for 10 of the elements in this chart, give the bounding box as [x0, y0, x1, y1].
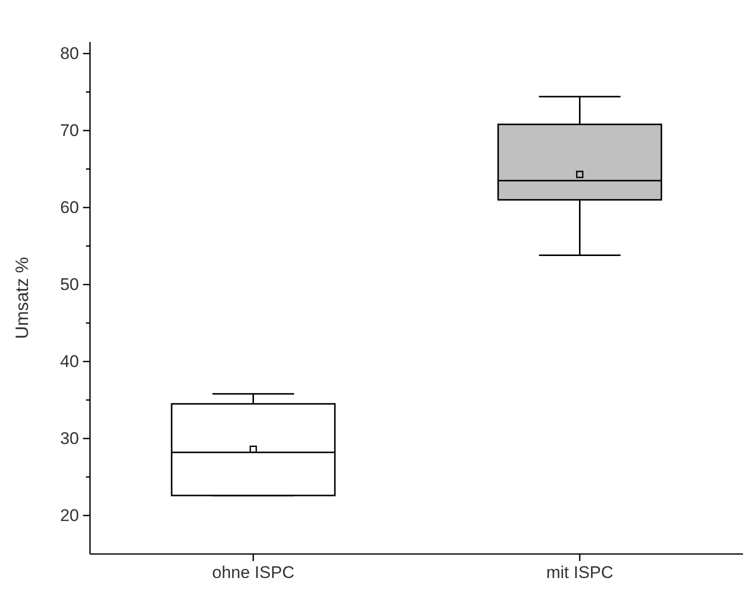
y-tick-label: 70	[60, 120, 79, 140]
y-axis-title: Umsatz %	[12, 256, 32, 340]
y-tick-label: 30	[60, 428, 79, 448]
y-tick-label: 60	[60, 198, 79, 217]
y-tick-label: 20	[60, 506, 79, 525]
y-tick-label: 40	[60, 352, 79, 371]
x-tick-label: ohne ISPC	[212, 563, 294, 582]
y-tick-label: 80	[60, 44, 79, 63]
y-tick-label: 50	[60, 274, 79, 294]
x-tick-label: mit ISPC	[546, 563, 614, 582]
